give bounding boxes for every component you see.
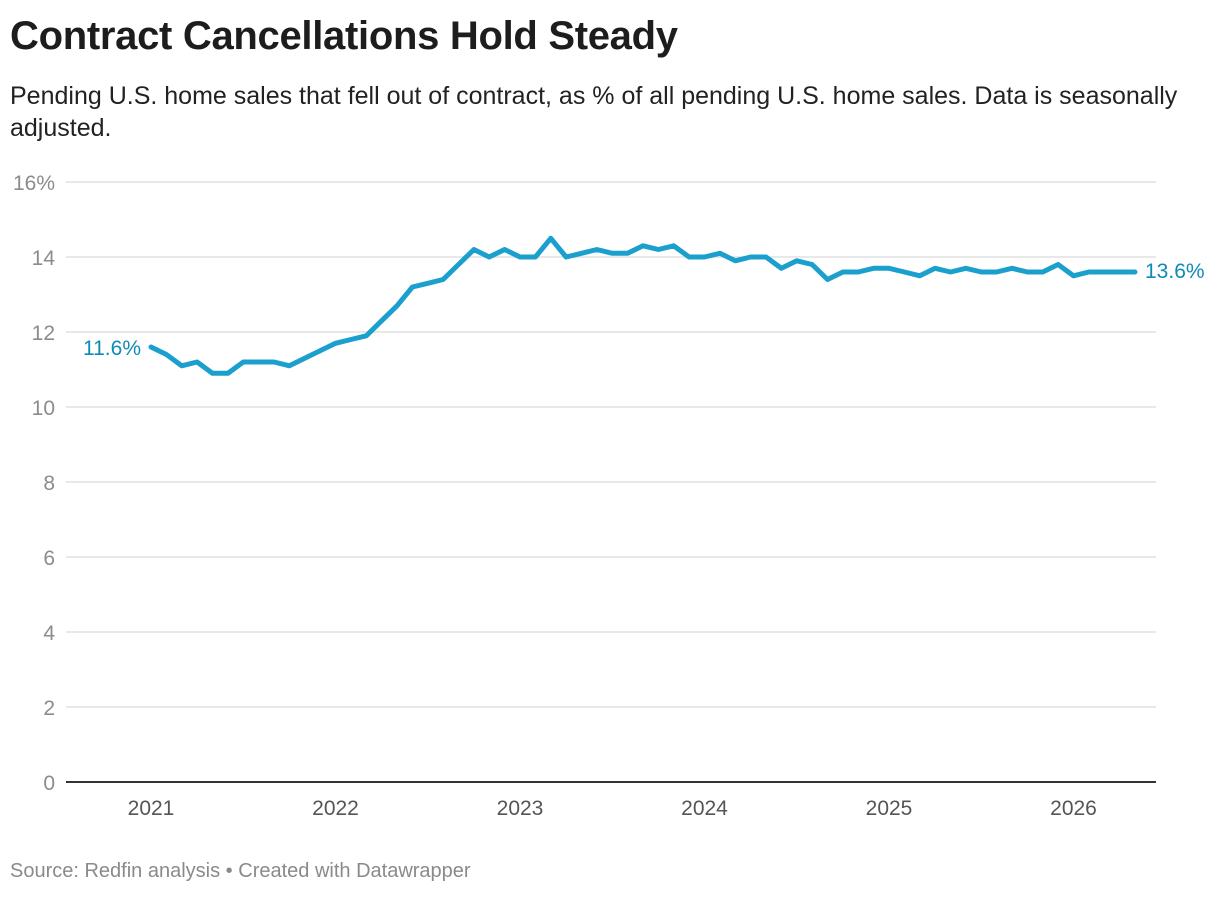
endpoint-labels: 11.6% 13.6% (83, 260, 1205, 360)
x-tick-label: 2026 (1050, 797, 1097, 820)
y-tick-label: 12 (32, 322, 55, 345)
x-axis-tick-labels: 2021 2022 2023 2024 2025 2026 (128, 797, 1097, 820)
source-note: Source: Redfin analysis (10, 860, 221, 882)
chart-title: Contract Cancellations Hold Steady (10, 14, 678, 58)
x-tick-label: 2021 (128, 797, 175, 820)
first-value-label: 11.6% (83, 337, 141, 360)
x-tick-label: 2022 (312, 797, 359, 820)
footer-separator: • (225, 860, 233, 882)
x-tick-label: 2024 (681, 797, 728, 820)
y-tick-label: 10 (32, 397, 55, 420)
series-line (148, 235, 1138, 376)
y-axis-tick-labels: 0 2 4 6 8 10 12 14 16% (13, 172, 55, 795)
credit-note: Created with Datawrapper (238, 860, 471, 882)
x-tick-label: 2025 (866, 797, 913, 820)
y-tick-label: 16% (13, 172, 55, 195)
last-value-label: 13.6% (1145, 260, 1205, 283)
chart-subtitle: Pending U.S. home sales that fell out of… (10, 82, 1178, 142)
chart-footer: Source: Redfin analysis • Created with D… (10, 860, 471, 883)
x-tick-label: 2023 (497, 797, 544, 820)
gridlines (66, 181, 1156, 783)
y-tick-label: 14 (32, 247, 56, 270)
y-tick-label: 4 (43, 622, 55, 645)
y-tick-label: 0 (43, 772, 55, 795)
y-tick-label: 6 (43, 547, 55, 570)
series-layer (148, 235, 1138, 376)
y-tick-label: 8 (43, 472, 55, 495)
y-tick-label: 2 (43, 697, 55, 720)
